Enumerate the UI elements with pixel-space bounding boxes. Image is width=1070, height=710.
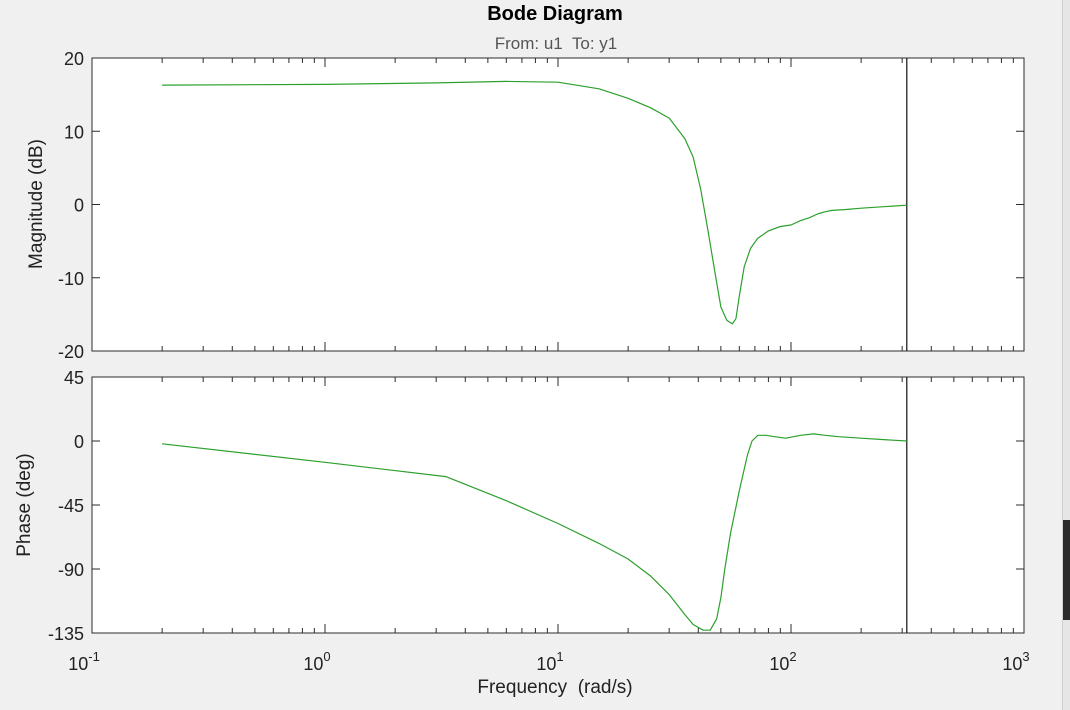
magnitude-ytick-label: -20 <box>58 342 84 362</box>
phase-ytick-label: -90 <box>58 560 84 580</box>
phase-panel: 45 0 -45 -90 -135 Phase (deg) <box>14 368 1025 644</box>
magnitude-ytick-label: 0 <box>74 196 84 216</box>
phase-ytick-label: -135 <box>48 624 84 644</box>
magnitude-ticks: 20 10 0 -10 -20 <box>58 49 1024 362</box>
phase-ytick-label: -45 <box>58 496 84 516</box>
phase-line <box>162 433 907 631</box>
adjacent-window-edge <box>1062 0 1070 710</box>
x-tick-labels: 10-1 100 101 102 103 <box>68 649 1029 674</box>
phase-ylabel: Phase (deg) <box>14 453 35 557</box>
magnitude-plot-area <box>91 57 1025 352</box>
chart-title: Bode Diagram <box>487 3 623 25</box>
phase-ytick-label: 0 <box>74 432 84 452</box>
magnitude-ytick-label: 20 <box>64 49 84 69</box>
chart-xlabel: Frequency (rad/s) <box>477 677 632 698</box>
x-tick-label: 10-1 <box>68 649 100 674</box>
x-tick-label: 102 <box>769 649 796 674</box>
magnitude-panel: 20 10 0 -10 -20 Magnitude (dB) <box>26 49 1025 362</box>
x-tick-label: 100 <box>303 649 330 674</box>
magnitude-ytick-label: -10 <box>58 269 84 289</box>
adjacent-window-block <box>1063 520 1070 620</box>
magnitude-ylabel: Magnitude (dB) <box>26 139 47 269</box>
magnitude-line <box>162 80 907 325</box>
phase-ticks: 45 0 -45 -90 -135 <box>48 368 1024 644</box>
magnitude-ytick-label: 10 <box>64 122 84 142</box>
chart-subtitle: From: u1 To: y1 <box>495 34 618 53</box>
x-tick-label: 101 <box>536 649 563 674</box>
phase-ytick-label: 45 <box>64 368 84 388</box>
x-tick-label: 103 <box>1002 649 1029 674</box>
phase-plot-area <box>91 376 1025 634</box>
